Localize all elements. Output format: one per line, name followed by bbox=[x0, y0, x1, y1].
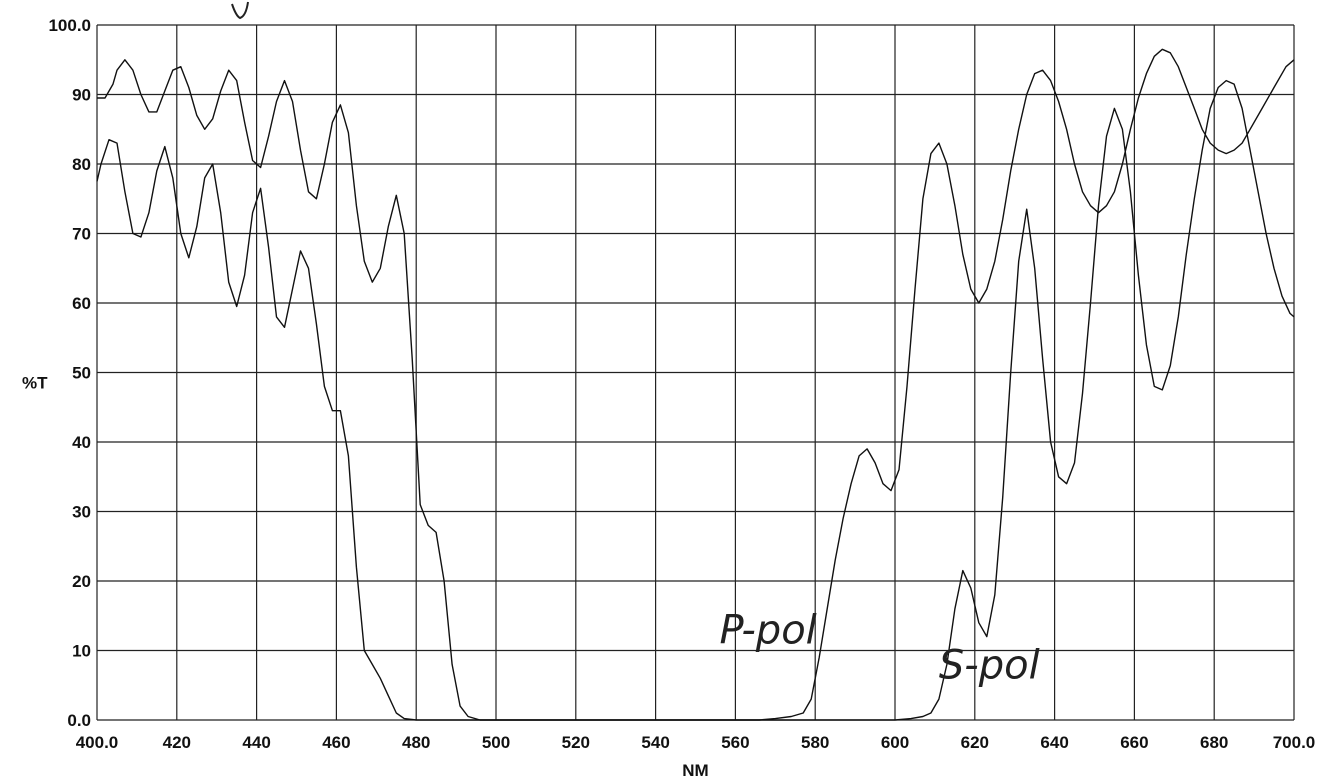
y-tick-label: 80 bbox=[72, 155, 91, 174]
x-tick-label: 480 bbox=[402, 733, 430, 752]
y-tick-label: 90 bbox=[72, 86, 91, 105]
annotation-label: P-pol bbox=[719, 608, 816, 654]
y-tick-label: 30 bbox=[72, 503, 91, 522]
x-tick-label: 520 bbox=[562, 733, 590, 752]
x-tick-label: 580 bbox=[801, 733, 829, 752]
series-lines bbox=[96, 48, 1295, 721]
x-tick-label: 400.0 bbox=[76, 733, 119, 752]
y-tick-label: 50 bbox=[72, 364, 91, 383]
y-axis-ticks: 0.0 10 20 30 40 50 60 70 80 90 100.0 bbox=[48, 16, 91, 730]
y-tick-label: 100.0 bbox=[48, 16, 91, 35]
x-tick-label: 540 bbox=[641, 733, 669, 752]
grid bbox=[96, 24, 1295, 721]
series-line-1 bbox=[97, 48, 1295, 721]
x-tick-label: 660 bbox=[1120, 733, 1148, 752]
handwritten-mark bbox=[231, 1, 249, 20]
annotation-label: S-pol bbox=[939, 642, 1040, 688]
x-tick-label: 500 bbox=[482, 733, 510, 752]
x-tick-label: 460 bbox=[322, 733, 350, 752]
x-axis-ticks: 400.0 420 440 460 480 500 520 540 560 580 600 620 64… bbox=[76, 733, 1316, 752]
x-tick-label: 560 bbox=[721, 733, 749, 752]
y-tick-label: 10 bbox=[72, 642, 91, 661]
y-tick-label: 0.0 bbox=[67, 711, 91, 730]
x-tick-label: 620 bbox=[961, 733, 989, 752]
y-tick-label: 60 bbox=[72, 294, 91, 313]
y-tick-label: 70 bbox=[72, 225, 91, 244]
y-tick-label: 40 bbox=[72, 433, 91, 452]
x-tick-label: 700.0 bbox=[1273, 733, 1316, 752]
x-tick-label: 680 bbox=[1200, 733, 1228, 752]
y-tick-label: 20 bbox=[72, 572, 91, 591]
y-axis-title: %T bbox=[22, 374, 48, 393]
x-tick-label: 420 bbox=[163, 733, 191, 752]
series-line-2 bbox=[96, 79, 1295, 721]
x-tick-label: 440 bbox=[242, 733, 270, 752]
handwritten-annotations: P-pol S-pol bbox=[719, 608, 1039, 689]
x-tick-label: 600 bbox=[881, 733, 909, 752]
x-tick-label: 640 bbox=[1040, 733, 1068, 752]
x-axis-title: NM bbox=[682, 761, 708, 780]
